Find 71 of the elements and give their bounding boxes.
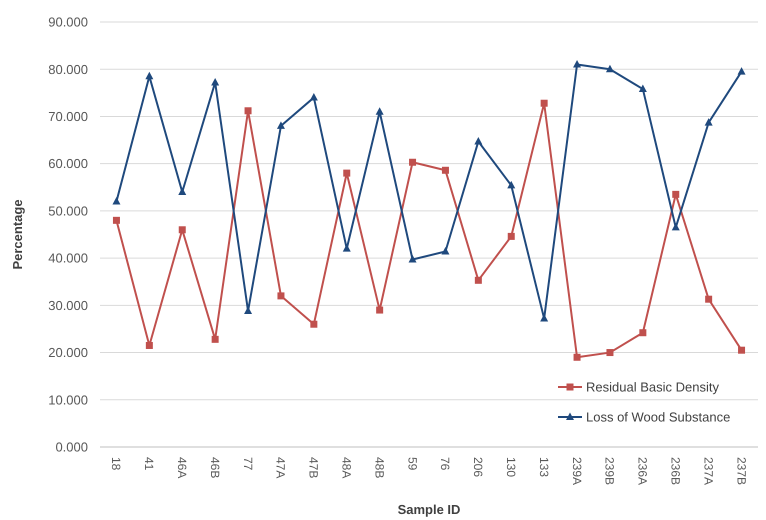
x-tick-label: 239A: [570, 457, 584, 486]
point: [146, 342, 153, 349]
x-tick-label: 46B: [208, 457, 222, 478]
x-tick-label: 47B: [306, 457, 321, 478]
point: [310, 93, 318, 101]
point: [212, 336, 219, 343]
x-tick-label: 48A: [340, 457, 354, 478]
legend-label: Residual Basic Density: [586, 380, 720, 395]
point: [672, 190, 680, 198]
point: [178, 188, 186, 195]
point: [704, 118, 713, 126]
point: [376, 107, 384, 115]
point: [276, 121, 285, 129]
y-tick-label: 90.000: [48, 14, 88, 30]
point: [408, 255, 417, 263]
point: [376, 306, 384, 314]
point: [409, 158, 416, 166]
x-axis-title: Sample ID: [398, 502, 460, 517]
legend-label: Loss of Wood Substance: [586, 410, 730, 425]
point: [672, 222, 680, 230]
point: [574, 354, 581, 361]
y-tick-label: 40.000: [48, 250, 88, 266]
x-tick-label: 236B: [668, 457, 683, 486]
point: [112, 196, 120, 204]
point: [638, 84, 647, 92]
point: [112, 216, 120, 224]
point: [211, 78, 220, 86]
point: [738, 67, 746, 75]
x-tick-label: 130: [504, 457, 518, 478]
x-tick-label: 46A: [175, 457, 190, 478]
x-tick-label: 47A: [274, 457, 288, 478]
point: [277, 292, 284, 300]
point: [441, 247, 450, 254]
y-axis-title: Percentage: [10, 199, 25, 270]
x-tick-label: 76: [438, 457, 452, 471]
point: [573, 60, 582, 68]
x-tick-label: 18: [109, 457, 124, 471]
point: [343, 170, 350, 177]
point: [507, 180, 516, 188]
y-tick-label: 0.000: [55, 440, 88, 455]
point: [474, 276, 482, 284]
point: [310, 320, 318, 328]
point: [639, 329, 646, 336]
x-tick-label: 133: [536, 457, 551, 478]
point: [738, 346, 746, 354]
y-tick-label: 20.000: [48, 345, 88, 360]
point: [540, 100, 548, 107]
x-tick-label: 48B: [372, 457, 386, 478]
y-tick-label: 10.000: [48, 392, 88, 408]
point: [178, 226, 186, 234]
point: [508, 232, 515, 240]
point: [442, 166, 449, 174]
x-tick-label: 41: [142, 457, 156, 471]
x-tick-label: 77: [240, 457, 255, 471]
point: [145, 72, 154, 80]
point: [244, 107, 252, 114]
x-tick-label: 206: [471, 457, 486, 478]
x-tick-label: 239B: [602, 457, 617, 486]
x-tick-label: 237B: [734, 457, 748, 486]
y-tick-label: 50.000: [48, 203, 88, 218]
y-tick-label: 60.000: [48, 156, 88, 172]
x-tick-label: 237A: [701, 457, 716, 486]
y-tick-label: 30.000: [48, 298, 88, 313]
x-tick-label: 236A: [636, 457, 650, 486]
point: [606, 349, 614, 356]
y-tick-label: 70.000: [48, 108, 88, 124]
point: [474, 136, 482, 144]
point: [705, 296, 712, 303]
x-tick-label: 59: [405, 457, 420, 471]
y-tick-label: 80.000: [48, 62, 88, 77]
point: [606, 64, 614, 72]
